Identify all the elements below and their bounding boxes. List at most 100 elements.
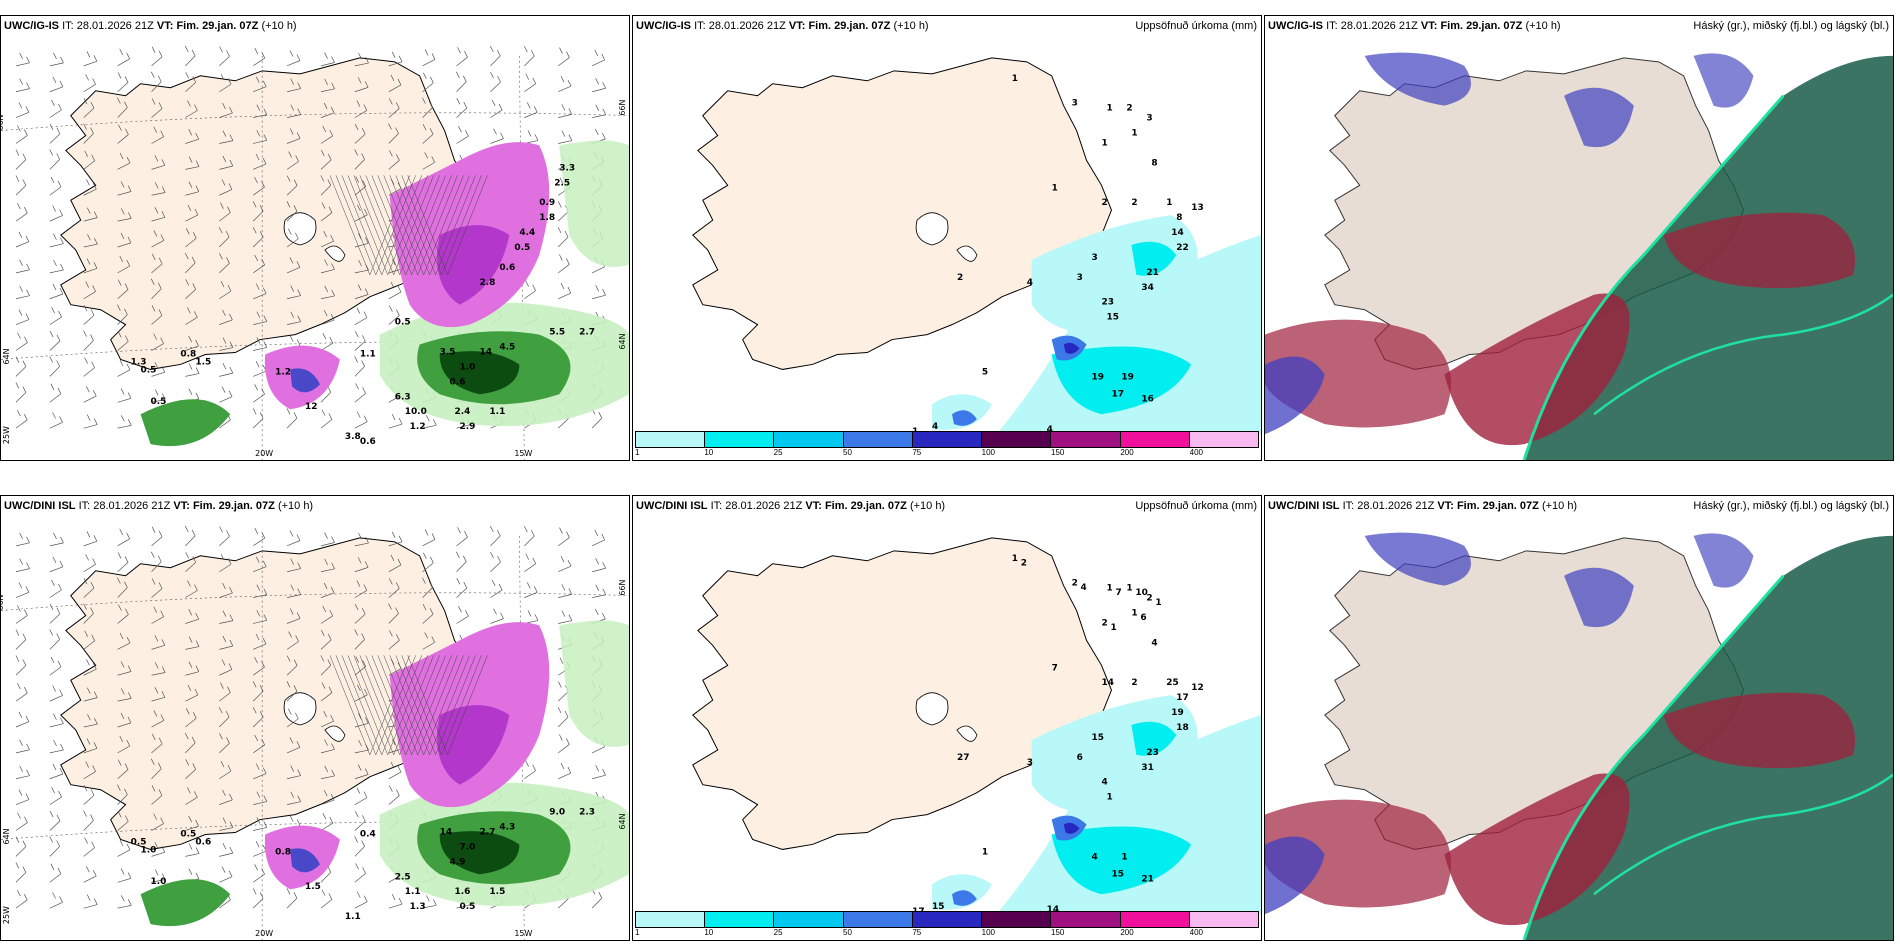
value-label: 1	[1131, 609, 1137, 619]
value-label: 1	[982, 847, 988, 857]
wind-barb	[252, 734, 265, 754]
value-label: 1	[1102, 138, 1108, 148]
hatch-line	[387, 655, 428, 755]
wind-barb	[388, 630, 400, 650]
wind-barb	[592, 584, 607, 598]
map-area[interactable]: 66N 66N 64N 64N 20W 15W 25W 0.5 0.5 0.6 1.0 0.4 0.8 1…	[1, 516, 629, 940]
colorbar-tick-label: 100	[981, 448, 996, 457]
colorbar-tick-label: 150	[1051, 928, 1065, 937]
map-area[interactable]: 66N 66N 64N 64N 20W 15W 25W 0.8 1.3 1.5 0.5 1.1 1.2 0…	[1, 36, 629, 460]
value-label: 8	[1176, 213, 1182, 223]
wind-barb	[117, 152, 131, 170]
hatch-line	[375, 175, 416, 275]
precip-fields	[140, 140, 629, 447]
graticule-label: 66N	[1, 114, 5, 130]
wind-barb	[117, 735, 131, 754]
colorbar-tick-label: 100	[981, 928, 996, 937]
value-label: 3	[1072, 99, 1078, 109]
value-label: 0.5	[514, 243, 530, 253]
map-area[interactable]: 1 3 1 2 3 1 1 8 1 2 2 1 8 13 14 22 21 34 2 3 4 23 15 5 19 19 17 16 4…	[633, 36, 1261, 460]
wind-barb	[320, 202, 333, 222]
wind-barb	[15, 532, 30, 547]
value-label: 2.5	[554, 178, 570, 188]
wind-barb	[49, 786, 62, 805]
value-label: 2	[1131, 198, 1137, 208]
hatch-line	[369, 655, 410, 755]
wind-barb	[117, 388, 132, 403]
wind-barb	[185, 552, 197, 572]
value-label: 4	[1027, 278, 1033, 288]
map-area[interactable]	[1265, 516, 1893, 940]
colorbar-swatches	[635, 911, 1259, 928]
wind-barb	[388, 762, 402, 780]
wind-barb	[253, 47, 266, 67]
wind-barb	[422, 72, 434, 93]
wind-barb	[456, 47, 468, 67]
map-area[interactable]: 1 2 1 1 2 1 2 4 7 2 14 25 17 12 19 18 23 31 27 6 3 4 1 1 4 1 15 21 1…	[633, 516, 1261, 940]
wind-barb	[117, 255, 131, 274]
wind-barb	[15, 682, 28, 702]
wind-barb	[286, 408, 298, 429]
value-label: 2	[1126, 104, 1132, 114]
wind-barb	[490, 128, 504, 144]
value-label: 16	[1141, 394, 1153, 404]
wind-barb	[354, 891, 368, 909]
low-cloud	[1364, 52, 1472, 106]
wind-barb	[388, 282, 402, 300]
map-area[interactable]	[1265, 36, 1893, 460]
wind-barb	[286, 888, 298, 909]
value-label: 1.8	[539, 213, 555, 223]
wind-barb	[592, 78, 606, 93]
wind-barb	[320, 889, 333, 909]
wind-barb	[320, 285, 335, 300]
wind-barb	[558, 556, 572, 573]
wind-barb	[354, 411, 368, 429]
wind-barb	[49, 836, 60, 857]
value-label: 1	[1106, 584, 1112, 594]
wind-barb	[253, 791, 268, 805]
heavy-snow-core	[290, 848, 320, 873]
graticule-label: 20W	[255, 929, 273, 938]
wind-barb	[354, 233, 369, 248]
wind-barb	[422, 632, 436, 650]
precip-area	[140, 399, 231, 447]
value-label: 12	[305, 402, 317, 412]
wind-barb	[354, 149, 365, 170]
wind-barb	[49, 629, 61, 650]
wind-barb	[252, 408, 264, 429]
wind-barb	[218, 226, 230, 248]
lake	[283, 212, 317, 246]
hatch-line	[389, 655, 430, 755]
value-label: 0.5	[395, 318, 411, 328]
hatch-line	[335, 175, 377, 275]
colorbar-swatch	[982, 912, 1052, 927]
wind-barb	[219, 582, 233, 598]
wind-barb	[456, 606, 469, 624]
hatch-line	[329, 175, 371, 275]
lead-time: (+10 h)	[909, 500, 946, 512]
low-cloud	[1265, 356, 1325, 435]
wind-barb	[253, 130, 268, 144]
value-label: 1	[1012, 554, 1018, 564]
value-label: 1	[1106, 104, 1112, 114]
wind-barb	[83, 281, 96, 300]
colorbar-swatch	[774, 432, 844, 447]
it-label: IT:	[1326, 20, 1338, 32]
value-label: 2	[1102, 198, 1108, 208]
value-label: 1.5	[489, 887, 505, 897]
hatch-line	[417, 175, 458, 275]
value-label: 4	[1047, 425, 1053, 435]
wind-barb	[253, 337, 268, 351]
wind-barb	[185, 100, 198, 118]
value-label: 15	[932, 902, 944, 912]
value-label: 1.1	[345, 912, 361, 922]
wind-barb	[354, 604, 366, 624]
wind-barb	[286, 128, 301, 144]
value-label: 1.1	[405, 887, 421, 897]
wind-barb	[354, 204, 368, 222]
wind-barb	[456, 527, 468, 547]
hatch-line	[369, 175, 410, 275]
wind-barb	[49, 810, 61, 831]
panel-header: UWC/IG-IS IT: 28.01.2026 21Z VT: Fim. 29…	[1265, 16, 1893, 36]
wind-barb	[15, 789, 30, 805]
